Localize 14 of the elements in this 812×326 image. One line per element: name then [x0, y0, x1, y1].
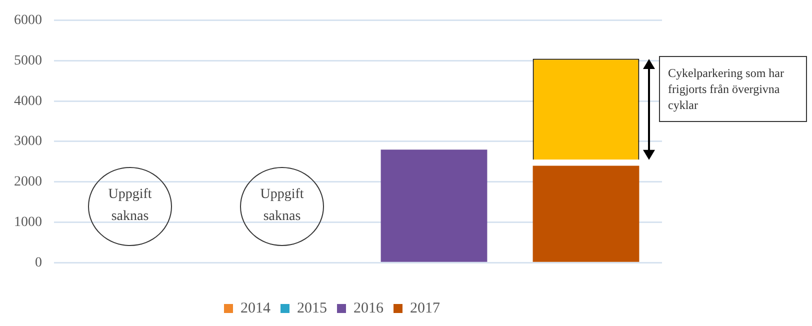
y-tick-label: 3000: [14, 134, 42, 150]
legend-label: 2015: [297, 300, 327, 316]
y-tick-label: 4000: [14, 94, 42, 109]
y-tick-label: 6000: [14, 13, 42, 28]
y-tick-label: 2000: [14, 174, 42, 190]
text-box: Cykelparkering som har frigjorts från övergivna cyklar: [659, 56, 807, 122]
circle-outline: Uppgift saknas: [88, 166, 172, 246]
y-tick-label: 0: [35, 255, 42, 270]
circle-outline: Uppgift saknas: [240, 166, 324, 246]
y-tick-label: 5000: [14, 53, 42, 68]
legend-label: 2017: [410, 300, 440, 316]
y-tick-label: 1000: [14, 214, 42, 230]
legend-label: 2014: [240, 300, 271, 316]
legend-label: 2016: [354, 300, 384, 316]
